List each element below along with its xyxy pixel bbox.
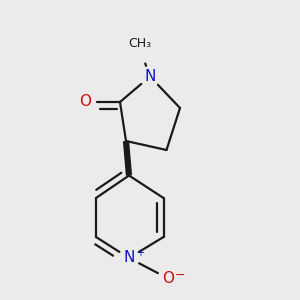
Text: N: N (123, 250, 135, 266)
Text: −: − (175, 269, 185, 282)
Text: CH₃: CH₃ (128, 37, 151, 50)
Text: N: N (144, 69, 156, 84)
Text: O: O (162, 271, 174, 286)
Text: +: + (136, 248, 144, 258)
Text: O: O (80, 94, 92, 110)
